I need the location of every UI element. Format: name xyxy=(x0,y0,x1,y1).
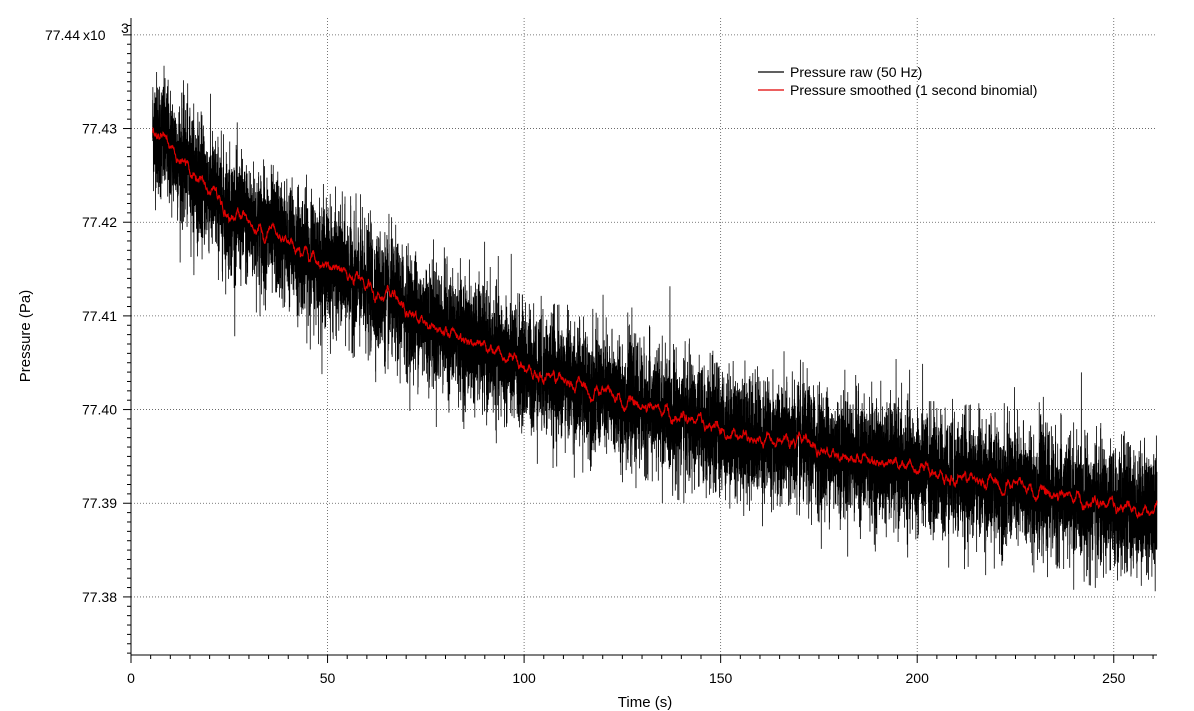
x-axis-ticks: 0 50 100 150 200 250 xyxy=(127,655,1154,686)
y-tick-label: 77.40 xyxy=(82,402,117,418)
x-tick-label: 50 xyxy=(320,670,336,686)
y-tick-label: 77.43 xyxy=(82,121,117,137)
x-tick-label: 250 xyxy=(1102,670,1126,686)
y-tick-label: 77.38 xyxy=(82,589,117,605)
y-multiplier-exponent: 3 xyxy=(121,20,129,36)
series-pressure-smoothed xyxy=(152,126,1158,520)
legend-label-smoothed: Pressure smoothed (1 second binomial) xyxy=(790,82,1037,98)
y-tick-label: 77.39 xyxy=(82,495,117,511)
x-tick-label: 200 xyxy=(906,670,930,686)
legend: Pressure raw (50 Hz) Pressure smoothed (… xyxy=(758,64,1037,98)
x-tick-label: 0 xyxy=(127,670,135,686)
raw-pressure-line xyxy=(152,65,1158,592)
series-pressure-raw xyxy=(152,65,1158,592)
y-multiplier-label: x10 xyxy=(83,27,106,43)
x-tick-label: 150 xyxy=(709,670,733,686)
smoothed-pressure-line xyxy=(152,126,1158,520)
y-axis-label: Pressure (Pa) xyxy=(17,290,34,383)
axes xyxy=(130,18,1157,656)
y-tick-label: 77.44 xyxy=(45,27,80,43)
y-axis-ticks: 77.38 77.39 77.40 77.41 77.42 77.43 77.44 x10 3 xyxy=(45,20,131,654)
x-tick-label: 100 xyxy=(512,670,536,686)
legend-label-raw: Pressure raw (50 Hz) xyxy=(790,64,922,80)
y-tick-label: 77.41 xyxy=(82,308,117,324)
x-axis-label: Time (s) xyxy=(618,694,672,711)
grid-lines xyxy=(131,18,1157,655)
y-tick-label: 77.42 xyxy=(82,214,117,230)
